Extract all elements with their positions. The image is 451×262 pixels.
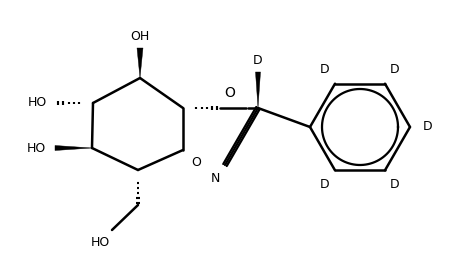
Text: O: O	[225, 86, 235, 100]
Text: N: N	[210, 172, 220, 184]
Text: HO: HO	[26, 141, 46, 155]
Text: D: D	[390, 178, 400, 191]
Text: D: D	[320, 178, 330, 191]
Text: D: D	[253, 53, 263, 67]
Text: HO: HO	[28, 96, 46, 110]
Text: D: D	[390, 63, 400, 76]
Text: OH: OH	[130, 30, 150, 42]
Text: D: D	[423, 121, 433, 134]
Polygon shape	[137, 48, 143, 78]
Polygon shape	[55, 145, 92, 150]
Polygon shape	[256, 72, 261, 108]
Text: D: D	[320, 63, 330, 76]
Text: HO: HO	[90, 237, 110, 249]
Text: O: O	[191, 156, 201, 170]
